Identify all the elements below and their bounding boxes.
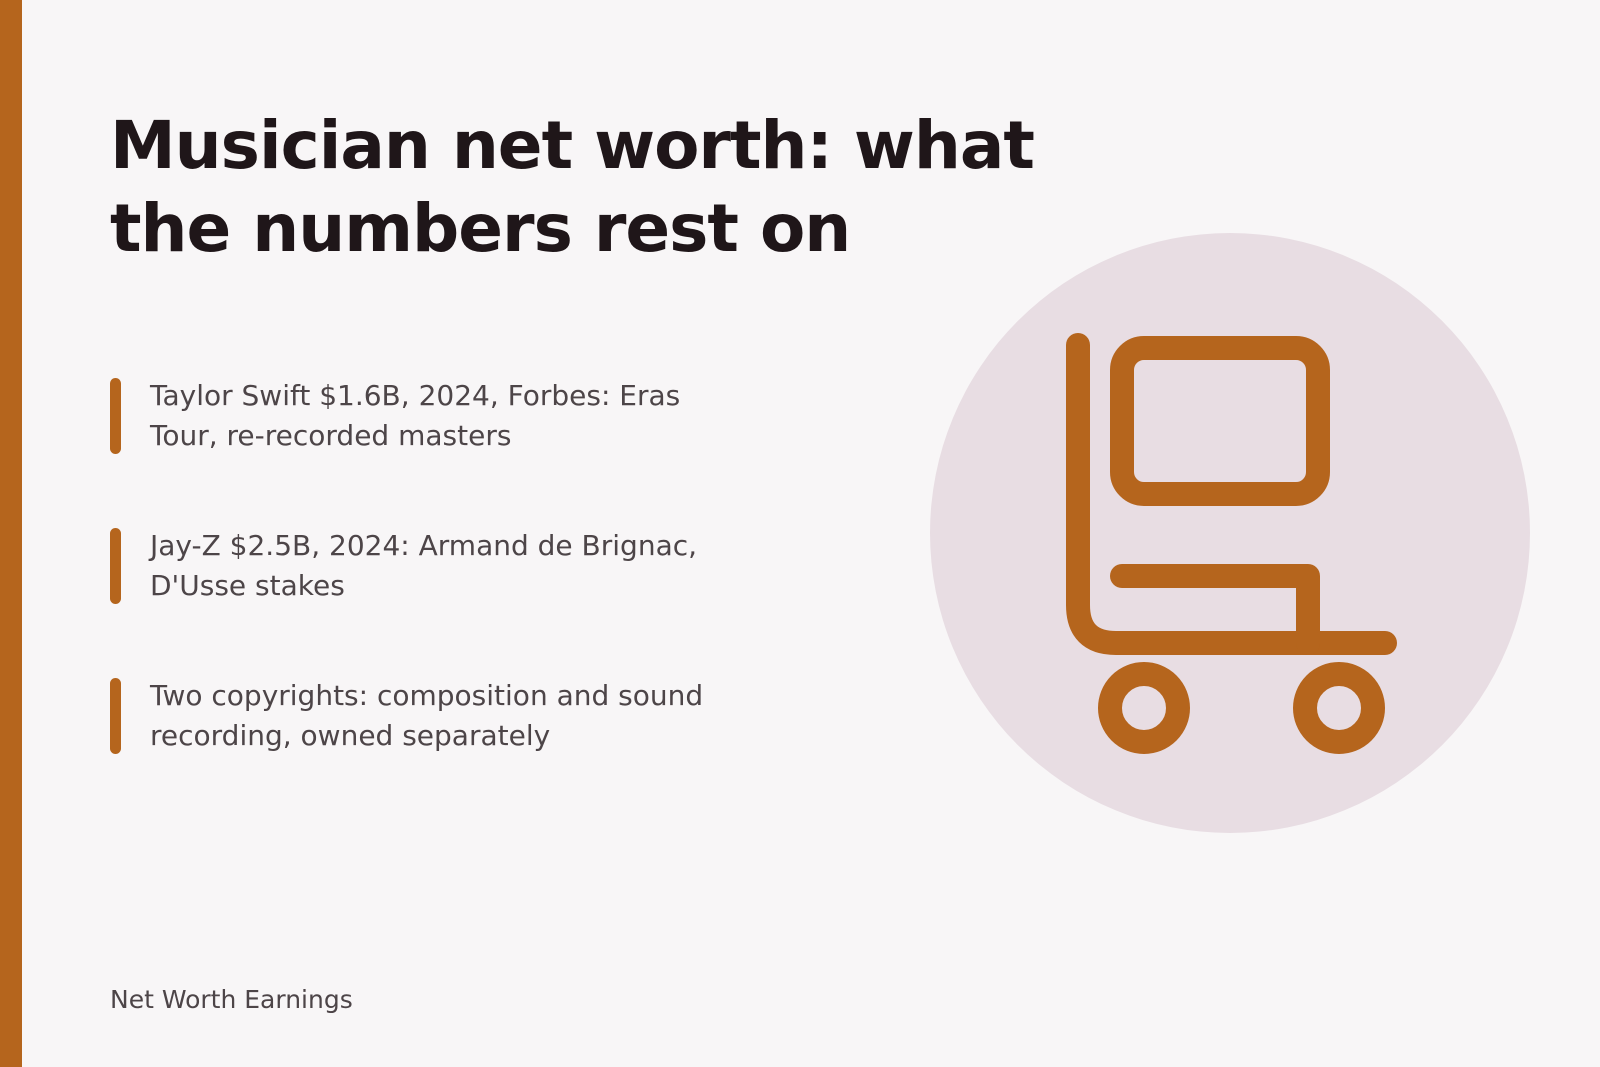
list-item: Jay-Z $2.5B, 2024: Armand de Brignac, D'… (110, 526, 750, 676)
hand-truck-box (1110, 336, 1330, 506)
hand-truck-wheel-right (1293, 662, 1385, 754)
fact-text: Two copyrights: composition and sound re… (150, 679, 704, 752)
list-item: Two copyrights: composition and sound re… (110, 676, 750, 826)
fact-text: Taylor Swift $1.6B, 2024, Forbes: Eras T… (150, 379, 681, 452)
brand-footer: Net Worth Earnings (110, 985, 353, 1014)
list-item: Taylor Swift $1.6B, 2024, Forbes: Eras T… (110, 376, 750, 526)
fact-list: Taylor Swift $1.6B, 2024, Forbes: Eras T… (110, 376, 750, 826)
hand-truck-shelf (1110, 564, 1320, 655)
illustration-circle (930, 233, 1530, 833)
fact-text: Jay-Z $2.5B, 2024: Armand de Brignac, D'… (150, 529, 698, 602)
fact-marker (110, 378, 121, 454)
accent-stripe (0, 0, 22, 1067)
hand-truck-frame (1066, 333, 1397, 655)
hand-truck-wheel-left (1098, 662, 1190, 754)
fact-marker (110, 528, 121, 604)
hand-truck-icon (930, 233, 1530, 833)
fact-marker (110, 678, 121, 754)
page-title: Musician net worth: what the numbers res… (110, 107, 1035, 267)
